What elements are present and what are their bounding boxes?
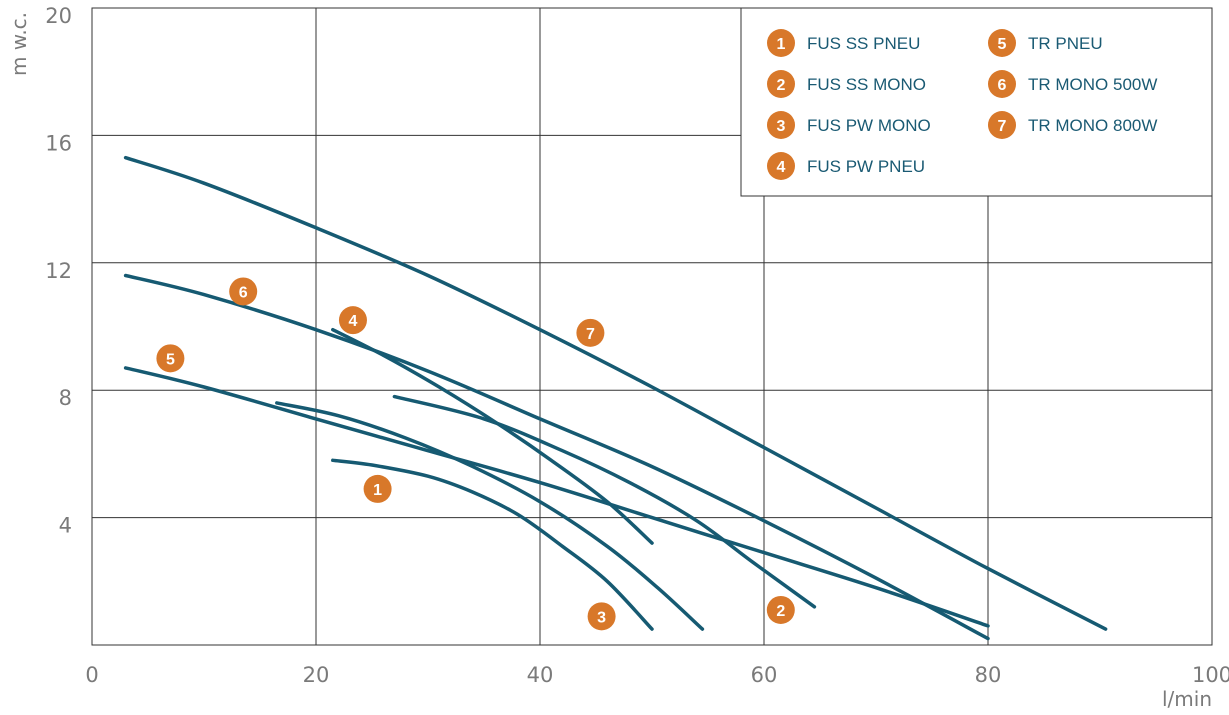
- badge-number: 1: [373, 482, 382, 499]
- badge-number: 4: [349, 313, 358, 330]
- x-tick-label: 20: [303, 663, 330, 687]
- x-axis-label: l/min: [1162, 687, 1212, 711]
- legend-item-1: 1 FUS SS PNEU: [767, 29, 920, 57]
- badge-circle: [229, 277, 258, 306]
- legend-box: [740, 7, 1213, 197]
- y-axis-label: m w.c.: [7, 12, 31, 76]
- legend-badge: 1: [767, 29, 795, 57]
- badge-circle: [156, 344, 185, 373]
- legend-badge: 3: [767, 111, 795, 139]
- badge-circle: [767, 29, 795, 57]
- series-badge-5: 5: [156, 344, 185, 373]
- legend-label: TR MONO 500W: [1028, 75, 1157, 94]
- series-line-3: [275, 401, 705, 631]
- x-tick-label: 60: [751, 663, 778, 687]
- badge-number: 2: [776, 603, 785, 620]
- badge-circle: [767, 70, 795, 98]
- x-tick-label: 80: [975, 663, 1002, 687]
- y-tick-label: 8: [59, 386, 72, 410]
- legend-label: FUS PW MONO: [807, 116, 931, 135]
- legend-item-6: 6 TR MONO 500W: [988, 70, 1157, 98]
- series-line-2: [392, 394, 817, 609]
- series-badge-4: 4: [338, 306, 367, 335]
- legend-badge: 5: [988, 29, 1016, 57]
- badge-circle: [587, 602, 616, 631]
- x-tick-label: 0: [85, 663, 98, 687]
- badge-number: 7: [998, 118, 1007, 135]
- series-line-5: [123, 366, 990, 628]
- plot-frame: [91, 7, 1213, 646]
- legend-item-5: 5 TR PNEU: [988, 29, 1103, 57]
- series-badge-1: 1: [363, 474, 392, 503]
- legend-badge: 4: [767, 152, 795, 180]
- legend-item-7: 7 TR MONO 800W: [988, 111, 1157, 139]
- series-badges: 1 2 3 4 5 6 7: [156, 277, 795, 631]
- series-lines: [123, 155, 1108, 641]
- y-tick-label: 20: [45, 4, 72, 28]
- badge-number: 2: [777, 77, 786, 94]
- y-tick-label: 16: [45, 131, 72, 155]
- legend-item-2: 2 FUS SS MONO: [767, 70, 926, 98]
- badge-number: 7: [586, 326, 595, 343]
- badge-circle: [338, 306, 367, 335]
- badge-number: 1: [777, 36, 786, 53]
- y-tick-label: 4: [59, 514, 72, 538]
- badge-circle: [767, 152, 795, 180]
- series-line-1: [331, 458, 654, 631]
- series-badge-3: 3: [587, 602, 616, 631]
- badge-number: 6: [998, 77, 1007, 94]
- badge-circle: [363, 474, 392, 503]
- legend-label: TR PNEU: [1028, 34, 1103, 53]
- badge-circle: [576, 318, 605, 347]
- legend-badge: 7: [988, 111, 1016, 139]
- legend-item-4: 4 FUS PW PNEU: [767, 152, 925, 180]
- series-line-6: [123, 273, 990, 641]
- legend-label: FUS SS MONO: [807, 75, 926, 94]
- legend-badge: 6: [988, 70, 1016, 98]
- series-badge-2: 2: [766, 595, 795, 624]
- legend-label: TR MONO 800W: [1028, 116, 1157, 135]
- x-tick-label: 40: [527, 663, 554, 687]
- badge-number: 5: [998, 36, 1007, 53]
- badge-number: 6: [239, 284, 248, 301]
- badge-circle: [767, 111, 795, 139]
- badge-number: 5: [166, 351, 175, 368]
- badge-number: 3: [777, 118, 786, 135]
- badge-circle: [988, 111, 1016, 139]
- legend-badge: 2: [767, 70, 795, 98]
- legend-label: FUS SS PNEU: [807, 34, 920, 53]
- legend: 1 FUS SS PNEU 2 FUS SS MONO 3 FUS PW MONO 4 FUS…: [740, 7, 1213, 197]
- badge-number: 4: [777, 159, 786, 176]
- y-tick-label: 12: [45, 259, 72, 283]
- legend-label: FUS PW PNEU: [807, 157, 925, 176]
- badge-circle: [988, 29, 1016, 57]
- badge-number: 3: [597, 609, 606, 626]
- badge-circle: [766, 595, 795, 624]
- series-line-7: [123, 155, 1108, 631]
- x-tick-label: 100: [1192, 663, 1229, 687]
- series-badge-6: 6: [229, 277, 258, 306]
- legend-item-3: 3 FUS PW MONO: [767, 111, 931, 139]
- series-badge-7: 7: [576, 318, 605, 347]
- badge-circle: [988, 70, 1016, 98]
